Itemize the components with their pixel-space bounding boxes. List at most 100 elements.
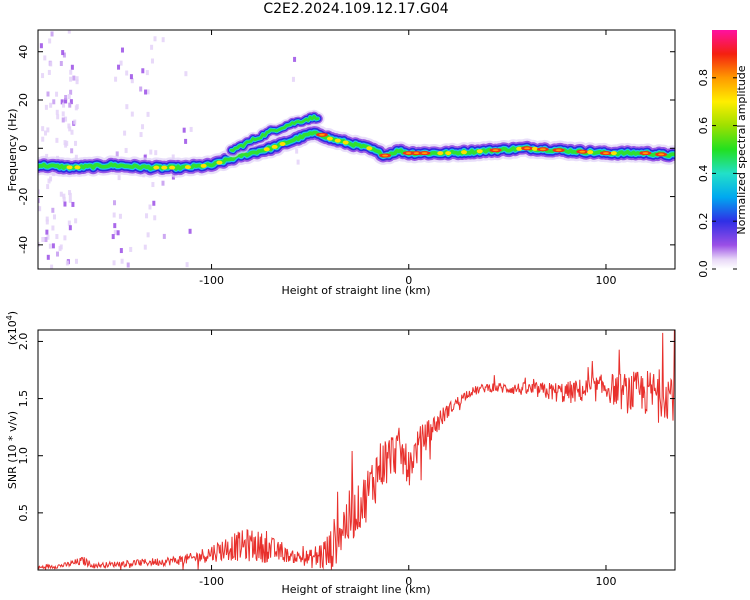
noise-speck: [145, 70, 149, 76]
noise-speck: [189, 126, 193, 132]
noise-speck: [119, 60, 123, 66]
noise-speck: [120, 258, 124, 264]
spectrogram-y-axis-label: Frequency (Hz): [6, 109, 19, 192]
noise-speck: [49, 61, 53, 67]
noise-speck: [149, 149, 153, 155]
noise-speck: [116, 230, 120, 236]
noise-speck: [62, 52, 66, 58]
noise-speck: [45, 216, 49, 222]
noise-speck: [73, 119, 77, 125]
noise-speck: [296, 159, 300, 165]
noise-speck: [58, 246, 62, 252]
noise-speck: [38, 189, 40, 195]
noise-speck: [69, 76, 73, 82]
noise-speck: [295, 148, 299, 154]
x-tick-label: -100: [199, 274, 224, 287]
noise-speck: [141, 124, 145, 130]
colorbar-ticks: 0.0 0.2 0.4 0.6 0.8: [697, 69, 737, 278]
noise-speck: [43, 55, 47, 61]
ridge-hotspot-core: [579, 150, 586, 153]
ridge-hotspot: [531, 146, 538, 151]
ridge-hotspot-core: [405, 152, 412, 155]
noise-speck: [59, 191, 63, 197]
ridge-hotspot: [66, 165, 73, 170]
ridge-hotspot: [587, 150, 594, 155]
noise-speck: [44, 104, 48, 110]
noise-speck: [68, 190, 72, 196]
noise-speck: [44, 237, 48, 243]
noise-speck: [184, 138, 188, 144]
ridge-hotspot-core: [658, 153, 665, 156]
noise-speck: [38, 198, 40, 204]
noise-speck: [113, 200, 117, 206]
noise-speck: [185, 262, 189, 268]
colorbar-gradient: [712, 30, 737, 269]
ridge-hotspot: [437, 151, 444, 156]
noise-speck: [52, 99, 56, 105]
noise-speck: [67, 123, 71, 129]
x-tick-label: 0: [405, 274, 412, 287]
noise-speck: [39, 43, 43, 49]
spectrogram-x-ticks: -100 0 100: [199, 30, 616, 287]
noise-speck: [117, 175, 121, 181]
noise-speck: [69, 99, 73, 105]
noise-speck: [60, 99, 64, 105]
noise-speck: [117, 64, 121, 70]
ridge-hotspot: [334, 138, 341, 143]
noise-speck: [126, 262, 130, 268]
noise-speck: [62, 102, 66, 108]
noise-speck: [141, 68, 145, 74]
noise-speck: [61, 117, 65, 123]
noise-speck: [152, 200, 156, 206]
ridge-hotspot: [200, 163, 207, 168]
noise-speck: [49, 102, 53, 108]
noise-speck: [63, 201, 67, 207]
spectrogram-x-axis-label: Height of straight line (km): [281, 284, 430, 297]
ridge-hotspot-core: [318, 133, 325, 136]
snr-line: [38, 330, 675, 570]
noise-speck: [143, 244, 147, 250]
snr-scale-label: (x104): [5, 311, 19, 345]
spectrogram-frame: [37, 29, 676, 270]
y-tick-label: -20: [17, 188, 30, 206]
noise-speck: [56, 114, 60, 120]
noise-speck: [71, 201, 75, 207]
ridge-hotspot-core: [382, 154, 389, 157]
noise-speck: [62, 193, 66, 199]
noise-speck: [161, 180, 165, 186]
ridge-hotspot: [460, 150, 467, 155]
y-tick-label: 1.5: [17, 390, 30, 408]
spectrogram-y-ticks: -40 -20 0 20 40: [17, 45, 675, 254]
noise-speck: [74, 105, 78, 111]
noise-speck: [113, 223, 117, 229]
noise-speck: [69, 89, 73, 95]
ridge-hotspot: [153, 165, 160, 170]
noise-speck: [47, 178, 51, 184]
noise-speck: [146, 89, 150, 95]
spectrogram-ridge: [38, 109, 675, 178]
x-tick-label: 0: [405, 575, 412, 588]
noise-speck: [55, 234, 59, 240]
noise-speck: [46, 254, 50, 260]
snr-plot-area: [38, 330, 675, 570]
ridge-hotspot-core: [642, 152, 649, 155]
x-tick-label: -100: [199, 575, 224, 588]
ridge-hotspot-core: [555, 149, 562, 152]
noise-speck: [120, 47, 124, 53]
noise-speck: [64, 116, 68, 122]
noise-speck: [143, 154, 147, 160]
noise-speck: [124, 147, 128, 153]
ridge-hotspot-core: [602, 152, 609, 155]
noise-speck: [125, 104, 129, 110]
noise-speck: [68, 225, 72, 231]
noise-speck: [61, 111, 65, 117]
ridge-hotspot: [216, 160, 223, 165]
noise-speck: [139, 86, 143, 92]
noise-speck: [70, 148, 74, 154]
y-tick-label: 2.0: [17, 333, 30, 351]
noise-speck: [64, 94, 68, 100]
noise-speck: [150, 44, 154, 50]
colorbar: 0.0 0.2 0.4 0.6 0.8 Normalized spectral ampl…: [697, 30, 748, 278]
noise-speck: [48, 243, 52, 249]
